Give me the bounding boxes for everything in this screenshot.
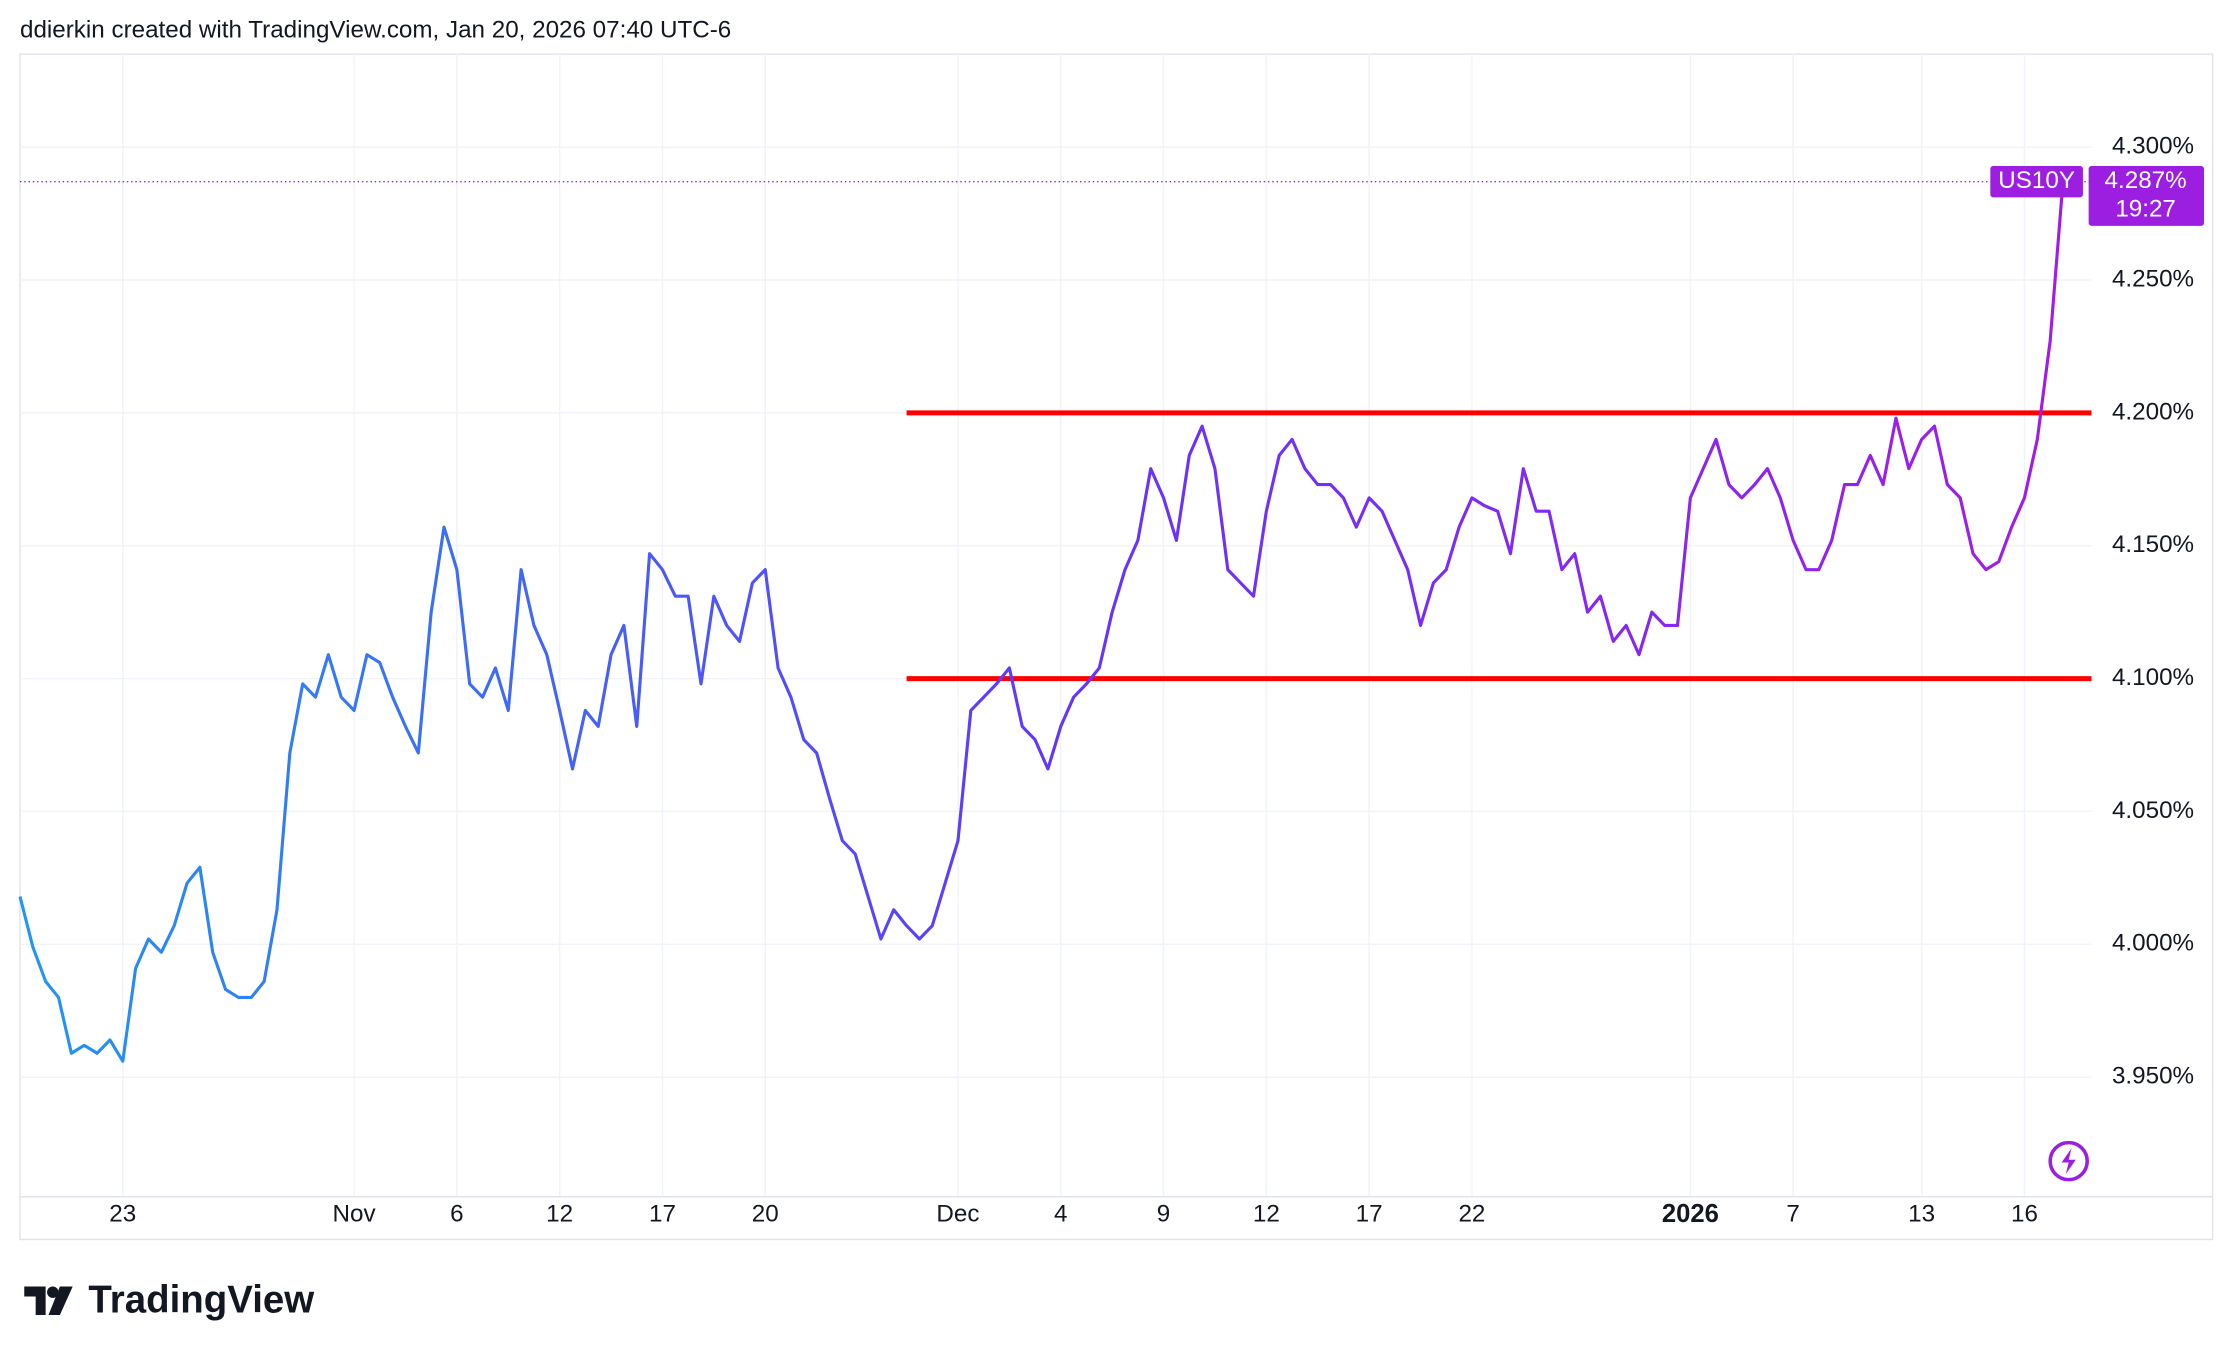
- header: ddierkin created with TradingView.com, J…: [20, 17, 731, 44]
- x-tick-label: 12: [1253, 1201, 1280, 1228]
- y-tick-label: 4.300%: [2112, 133, 2194, 160]
- x-tick-label: 17: [1356, 1201, 1383, 1228]
- logo: [24, 1286, 73, 1315]
- x-tick-label: 13: [1908, 1201, 1935, 1228]
- x-tick-label: 23: [109, 1201, 136, 1228]
- brand: TradingView: [88, 1278, 314, 1321]
- countdown-label: 19:27: [2115, 196, 2176, 223]
- y-tick-label: 4.250%: [2112, 265, 2194, 292]
- flash-icon: [2048, 1140, 2089, 1182]
- x-tick-label: 4: [1054, 1201, 1067, 1228]
- symbol-badge: [1990, 166, 2083, 198]
- y-tick-label: 4.050%: [2112, 797, 2194, 824]
- x-tick-label: 6: [450, 1201, 463, 1228]
- y-tick-label: 4.000%: [2112, 930, 2194, 957]
- x-tick-label: 9: [1157, 1201, 1170, 1228]
- price-line: [18, 181, 2065, 1063]
- x-tick-label: Nov: [333, 1201, 377, 1228]
- price-label: 4.287%: [2105, 167, 2187, 194]
- price-badge: [2088, 166, 2205, 226]
- x-tick-label: Dec: [936, 1201, 979, 1228]
- x-tick-label: 20: [752, 1201, 779, 1228]
- symbol-label: US10Y: [1998, 167, 2075, 194]
- x-tick-label: 22: [1458, 1201, 1485, 1228]
- y-tick-label: 4.200%: [2112, 398, 2194, 425]
- frame: [19, 53, 2214, 1241]
- y-tick-label: 3.950%: [2112, 1063, 2194, 1090]
- x-tick-label: 2026: [1662, 1200, 1719, 1228]
- x-tick-label: 7: [1786, 1201, 1799, 1228]
- y-tick-label: 4.150%: [2112, 531, 2194, 558]
- y-tick-label: 4.100%: [2112, 664, 2194, 691]
- x-tick-label: 17: [649, 1201, 676, 1228]
- x-tick-label: 16: [2011, 1201, 2038, 1228]
- x-tick-label: 12: [546, 1201, 573, 1228]
